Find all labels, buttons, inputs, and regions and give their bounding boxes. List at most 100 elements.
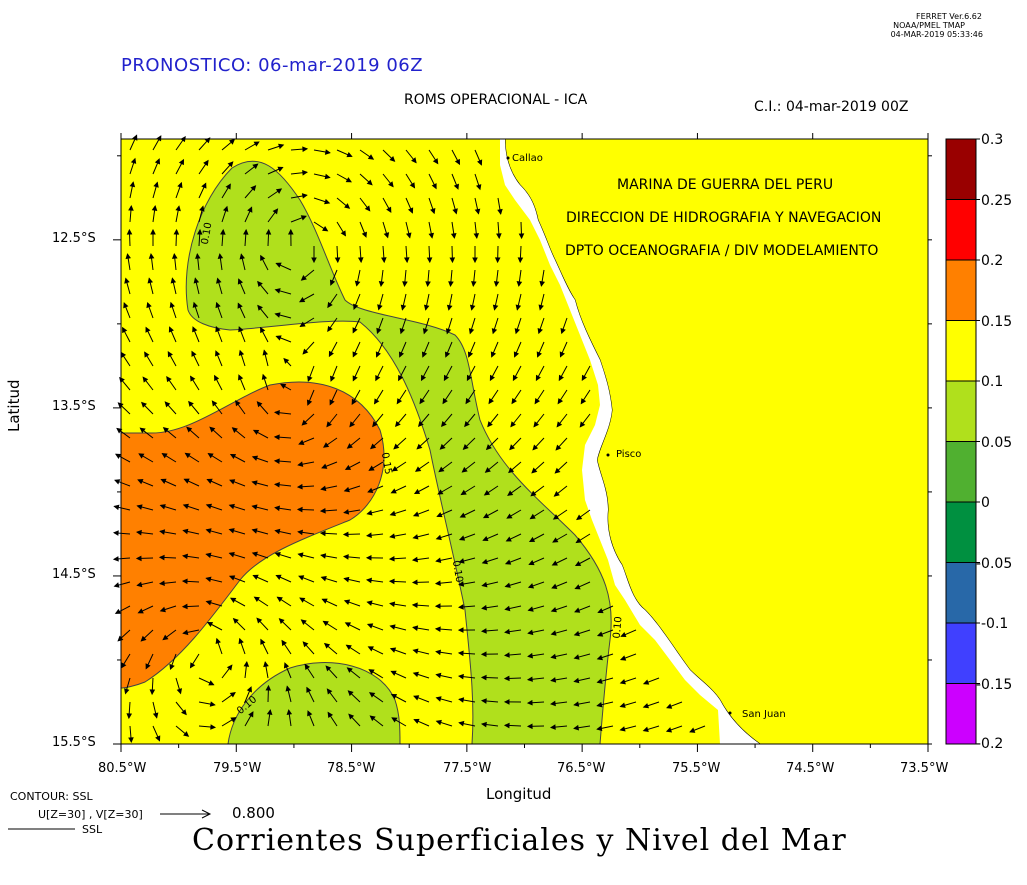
current-vector-head [530,490,537,497]
current-vector-head [369,715,376,722]
colorbar-swatch [945,320,977,382]
current-vector-head [436,512,443,518]
current-vector-head [579,421,586,428]
current-vector-head [215,350,221,357]
colorbar-swatch [945,622,977,684]
current-vector-head [280,383,287,389]
current-vector-head [467,351,474,358]
current-vector-head [445,328,452,335]
colorbar-tick-label: 0 [981,495,990,511]
current-vector-head [296,506,303,513]
current-vector-head [193,277,200,284]
current-vector-head [183,731,190,737]
y-axis-label: Latitud [5,379,23,432]
current-vector-head [320,575,327,582]
current-vector-head [205,600,212,606]
current-vector-head [509,444,516,451]
current-vector-head [129,181,136,188]
reference-vector-head [201,809,212,819]
current-vector-head [388,181,394,188]
current-vector-head [434,580,441,586]
current-vector-head [299,321,306,327]
green-region-south [227,662,401,745]
current-vector-head [257,280,263,288]
current-vector-head [597,608,604,614]
current-vector-head [167,351,173,358]
current-vector-head [210,724,217,730]
current-vector-head [274,312,281,318]
y-axis-ticks [113,155,932,745]
current-vector-head [496,233,502,240]
institution-line-3: DPTO OCEANOGRAFIA / DIV MODELAMIENTO [565,243,879,259]
current-vector-head [352,351,358,358]
current-vector-head [666,703,673,709]
current-vector-head [136,504,143,510]
current-vector-head [228,503,235,510]
current-vector-head [206,621,214,628]
current-vector-head [214,374,220,382]
x-axis-label: Longitud [486,785,552,803]
current-vector-head [273,481,280,488]
current-vector-head [460,489,467,496]
current-vector-head [528,559,535,566]
y-tick-label: 15.5°S [52,735,96,750]
current-vector-head [485,444,492,451]
current-vector-head [215,301,221,309]
current-vector-head [323,642,331,649]
current-vector-head [416,443,423,450]
current-vector-head [145,663,151,670]
current-vector-head [534,398,541,405]
current-vector-head [175,205,181,212]
current-vector-head [449,257,456,264]
current-vector-head [251,528,258,534]
current-vector-head [274,288,281,294]
current-vector-head [368,669,375,675]
current-vector-head [528,536,536,543]
ferret-version: FERRET Ver.6.62 [916,12,982,21]
current-vector-head [412,511,420,517]
current-vector-head [189,662,196,669]
current-vector-head [435,557,442,563]
current-vector-head [411,602,418,609]
current-vector-head [457,604,464,610]
current-vector-head [596,702,603,708]
current-vector-head [377,304,383,311]
current-vector-head [435,719,442,726]
current-vector-head [487,421,493,428]
current-vector-head [375,351,381,358]
current-vector-head [556,421,563,428]
current-vector-head [367,154,375,160]
current-vector-head [263,661,269,668]
current-vector-head [464,420,470,428]
current-vector-head [137,608,144,614]
init-condition: C.I.: 04-mar-2019 00Z [754,99,909,115]
current-vector-head [503,722,510,729]
current-vector-head [238,374,244,381]
current-vector-head [490,351,497,358]
colorbar [945,138,980,745]
current-vector-head [209,426,216,433]
current-vector-head [112,556,119,562]
current-vector-head [430,207,436,215]
ssl-legend: SSL [82,823,103,836]
current-vector-head [535,374,541,382]
current-vector-head [434,626,441,632]
current-vector-head [539,280,545,287]
current-vector-head [517,257,524,264]
current-vector-head [483,490,491,496]
current-vector-head [550,700,556,707]
current-vector-head [480,721,487,728]
current-vector-head [536,351,542,358]
current-vector-head [302,146,309,152]
current-vector-head [215,637,221,645]
current-vector-head [689,727,696,733]
current-vector-head [538,304,544,311]
current-vector-head [491,328,498,335]
current-vector-head [181,553,189,560]
current-vector-head [526,699,533,706]
current-vector-head [275,574,282,580]
current-vector-head [238,326,244,333]
current-vector-head [322,442,330,448]
current-vector-head [321,598,328,604]
current-vector-head [228,138,236,145]
